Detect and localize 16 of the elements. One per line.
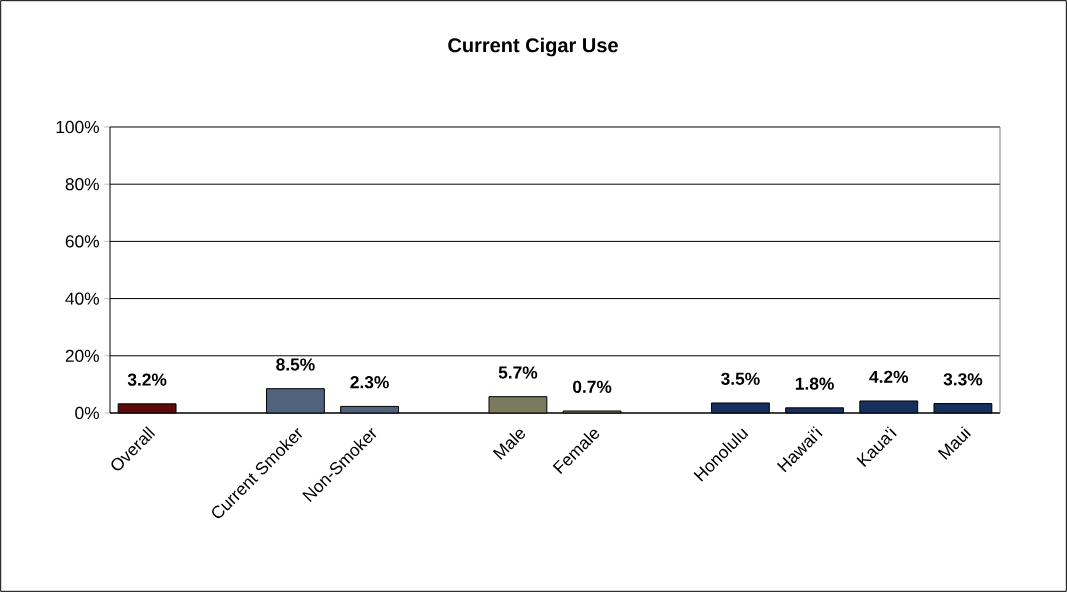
- y-tick-label: 60%: [65, 235, 99, 248]
- data-label: 5.7%: [498, 366, 538, 379]
- y-tick-label: 80%: [65, 178, 99, 191]
- y-tick-label: 20%: [65, 349, 99, 362]
- y-tick-label: 0%: [75, 406, 99, 420]
- data-label: 0.7%: [573, 380, 612, 393]
- chart-title: Current Cigar Use: [448, 37, 618, 57]
- data-label: 1.8%: [795, 377, 834, 390]
- data-label: 8.5%: [276, 358, 315, 371]
- data-label: 3.5%: [721, 372, 760, 385]
- y-tick-label: 100%: [56, 120, 99, 134]
- data-label: 4.2%: [869, 370, 909, 383]
- data-label: 2.3%: [350, 376, 389, 389]
- data-label: 3.2%: [127, 373, 167, 386]
- data-label: 3.3%: [943, 373, 983, 386]
- y-tick-label: 40%: [65, 292, 99, 305]
